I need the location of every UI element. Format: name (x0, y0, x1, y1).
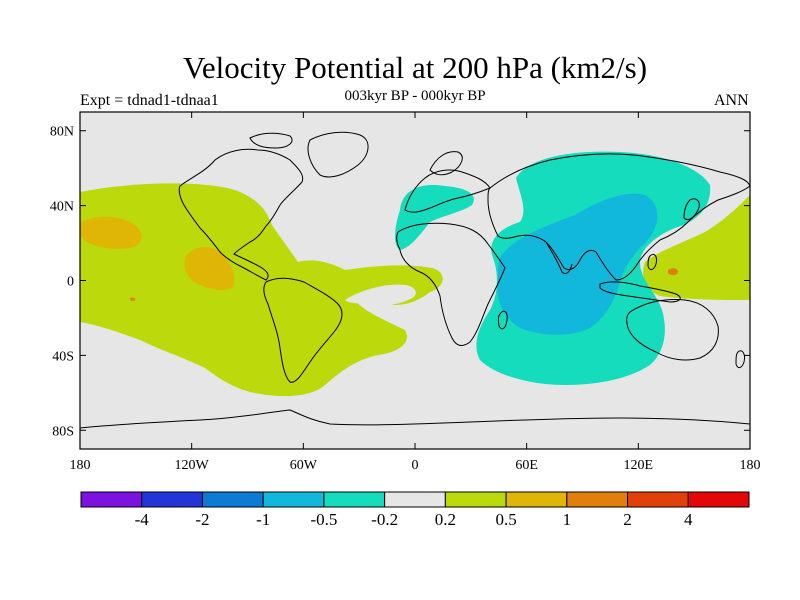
neutral-atlantic-gap (345, 284, 416, 306)
lon-tick-label: 60E (515, 458, 538, 473)
colorbar-label: -0.5 (310, 510, 337, 529)
lat-tick-label: 80S (52, 424, 74, 439)
colorbar-swatch (141, 491, 203, 508)
lon-tick-label: 0 (412, 458, 419, 473)
negative-region-europe (395, 185, 474, 250)
positive-max-small-west-pacific (668, 268, 678, 276)
lat-tick-label: 0 (67, 275, 74, 290)
coastline-scandinavia (429, 151, 463, 176)
lat-tick-label: 80N (50, 125, 74, 140)
colorbar-swatch (384, 491, 446, 508)
colorbar-label: 0.5 (495, 510, 516, 529)
coastline-north-america (178, 148, 304, 281)
experiment-label: Expt = tdnad1-tdnaa1 (80, 92, 219, 109)
colorbar-swatch (201, 491, 264, 508)
coastline-arctic-islands (249, 132, 293, 149)
lon-tick-label: 180 (70, 458, 91, 473)
coastlines (80, 131, 750, 429)
colorbar-swatch (566, 491, 629, 508)
positive-max-small-central (130, 297, 136, 302)
lat-tick-label: 40S (52, 349, 74, 364)
coastline-africa (396, 222, 506, 346)
colorbar-label: 0.2 (435, 510, 456, 529)
colorbar-label: 2 (623, 510, 632, 529)
coastline-madagascar (497, 310, 508, 330)
colorbar-swatch (505, 491, 568, 508)
coastline-new-zealand (735, 350, 745, 369)
coastline-greenland (307, 131, 369, 178)
colorbar-swatch (444, 491, 507, 508)
lon-tick-label: 180 (740, 458, 761, 473)
map-title: Velocity Potential at 200 hPa (km2/s) (182, 50, 648, 85)
colorbar-swatch (323, 491, 386, 508)
colorbar-swatch (627, 491, 689, 508)
map-subtitle: 003kyr BP - 000kyr BP (344, 88, 486, 104)
colorbar: -4 -2 -1 -0.5 -0.2 0.2 0.5 1 2 4 (80, 491, 750, 529)
coastline-philippines (647, 253, 657, 271)
coastline-australia (626, 299, 719, 361)
lon-tick-label: 120W (175, 458, 210, 473)
colorbar-swatch (80, 491, 143, 508)
coastline-asia (487, 153, 750, 281)
colorbar-label: 1 (563, 510, 572, 529)
positive-max-east-pacific (184, 247, 235, 291)
positive-region-pacific-americas (80, 183, 443, 397)
contour-fields (80, 151, 750, 397)
positive-max-north-pacific (80, 216, 142, 249)
lon-tick-label: 120E (624, 458, 654, 473)
colorbar-label: 4 (684, 510, 693, 529)
coastline-antarctica (80, 409, 750, 429)
coastline-south-america (263, 277, 343, 383)
colorbar-label: -4 (135, 510, 150, 529)
longitude-axis: 180 120W 60W 0 60E 120E 180 (70, 112, 761, 473)
lon-tick-label: 60W (290, 458, 318, 473)
colorbar-swatch (262, 491, 325, 508)
colorbar-label: -1 (256, 510, 270, 529)
latitude-axis: 80N 40N 0 40S 80S (50, 125, 750, 439)
coastline-india (545, 241, 573, 275)
season-label: ANN (714, 92, 749, 109)
lat-tick-label: 40N (50, 200, 74, 215)
colorbar-swatch (687, 491, 750, 508)
colorbar-label: -0.2 (371, 510, 398, 529)
colorbar-label: -2 (195, 510, 209, 529)
coastline-japan (683, 198, 700, 221)
